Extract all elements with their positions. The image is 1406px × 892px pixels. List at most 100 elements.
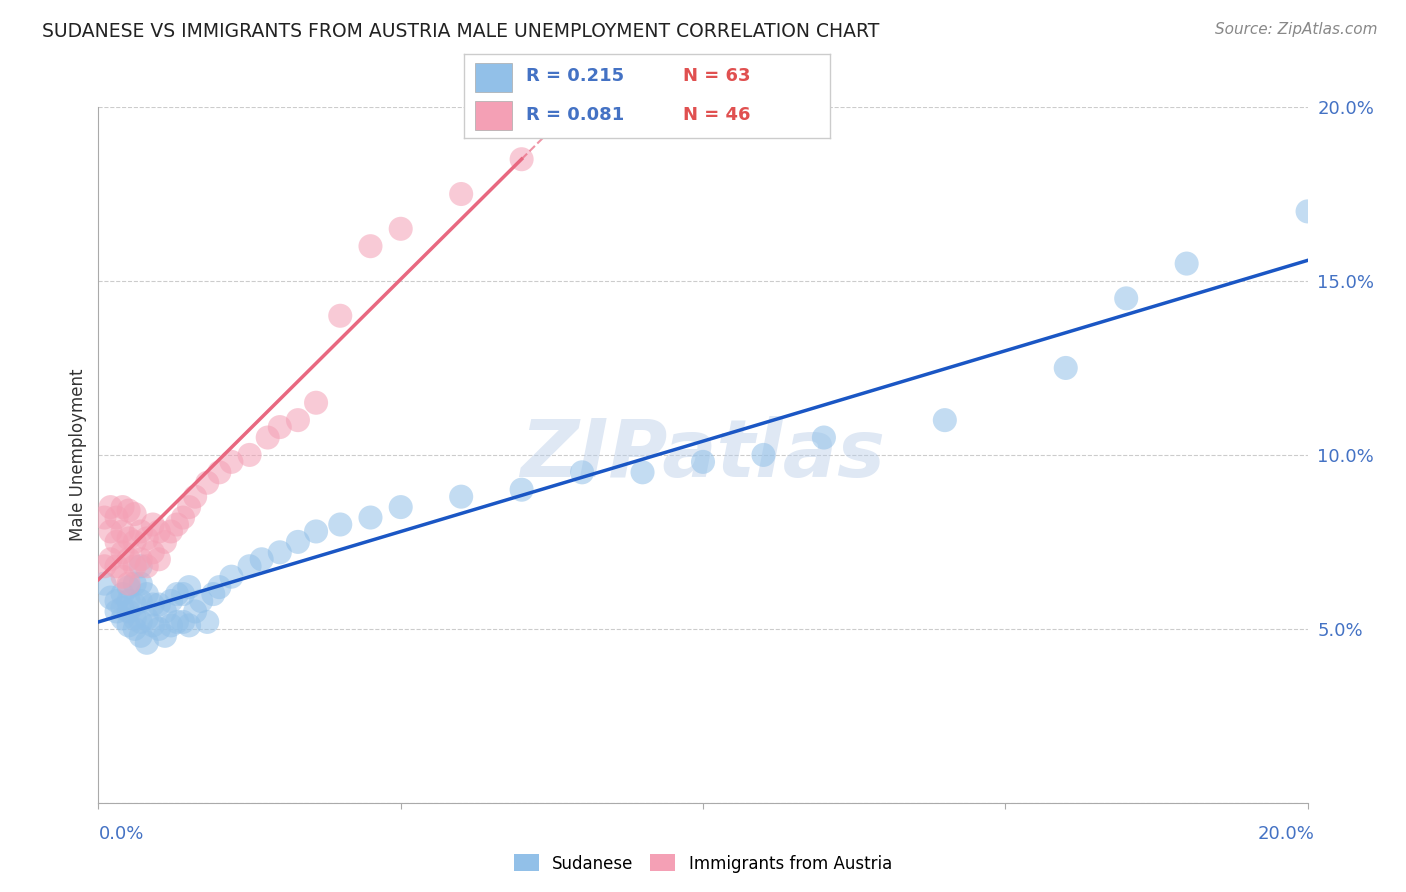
Point <box>239 448 262 462</box>
Point <box>148 524 170 539</box>
Text: R = 0.081: R = 0.081 <box>526 105 624 123</box>
Point <box>360 510 382 524</box>
Point <box>160 618 183 632</box>
Point <box>124 534 146 549</box>
Point <box>105 510 128 524</box>
Point <box>118 503 141 517</box>
Point <box>172 587 194 601</box>
Point <box>105 605 128 619</box>
Point <box>1054 360 1077 375</box>
Point <box>100 552 122 566</box>
Point <box>129 576 152 591</box>
Point <box>129 524 152 539</box>
Point <box>93 576 115 591</box>
Point <box>142 545 165 559</box>
Text: 0.0%: 0.0% <box>98 825 143 843</box>
Point <box>287 534 309 549</box>
Point <box>631 466 654 480</box>
Point <box>269 545 291 559</box>
Point <box>450 187 472 202</box>
Point <box>129 594 152 608</box>
Point <box>208 466 231 480</box>
Point <box>111 545 134 559</box>
Point <box>190 594 212 608</box>
Point <box>148 552 170 566</box>
Point <box>129 615 152 629</box>
Point <box>1115 291 1137 305</box>
Point <box>934 413 956 427</box>
Point <box>221 570 243 584</box>
Point <box>287 413 309 427</box>
Point <box>166 615 188 629</box>
Point <box>752 448 775 462</box>
Point <box>510 483 533 497</box>
Point <box>111 611 134 625</box>
Point <box>142 517 165 532</box>
Point <box>184 490 207 504</box>
Point <box>129 559 152 574</box>
Point <box>329 517 352 532</box>
FancyBboxPatch shape <box>475 62 512 92</box>
Point <box>166 587 188 601</box>
Point <box>256 431 278 445</box>
Point <box>153 605 176 619</box>
Point <box>100 500 122 514</box>
Point <box>111 587 134 601</box>
Point <box>148 598 170 612</box>
Point <box>118 552 141 566</box>
Point <box>129 552 152 566</box>
Point <box>118 576 141 591</box>
Legend: Sudanese, Immigrants from Austria: Sudanese, Immigrants from Austria <box>508 847 898 880</box>
Point <box>1175 256 1198 270</box>
Point <box>153 629 176 643</box>
Point <box>118 594 141 608</box>
Point <box>692 455 714 469</box>
Point <box>184 605 207 619</box>
Text: Source: ZipAtlas.com: Source: ZipAtlas.com <box>1215 22 1378 37</box>
Point <box>269 420 291 434</box>
Point <box>100 591 122 605</box>
Point <box>813 431 835 445</box>
Point <box>105 534 128 549</box>
Text: ZIPatlas: ZIPatlas <box>520 416 886 494</box>
Point <box>105 594 128 608</box>
Point <box>118 605 141 619</box>
Point <box>111 524 134 539</box>
Point <box>142 618 165 632</box>
Point <box>172 615 194 629</box>
Point <box>160 594 183 608</box>
Text: N = 46: N = 46 <box>683 105 751 123</box>
Point <box>221 455 243 469</box>
Text: N = 63: N = 63 <box>683 68 751 86</box>
Point <box>450 490 472 504</box>
Point <box>329 309 352 323</box>
Point <box>239 559 262 574</box>
Point <box>111 500 134 514</box>
Point <box>129 629 152 643</box>
Point <box>93 510 115 524</box>
Point <box>124 622 146 636</box>
Point <box>135 587 157 601</box>
Point <box>93 559 115 574</box>
Point <box>389 500 412 514</box>
Point <box>124 611 146 625</box>
Point <box>111 570 134 584</box>
Point <box>177 500 201 514</box>
Point <box>389 221 412 235</box>
Text: R = 0.215: R = 0.215 <box>526 68 624 86</box>
Point <box>510 152 533 166</box>
Point <box>208 580 231 594</box>
Point <box>166 517 188 532</box>
Point <box>135 636 157 650</box>
Point <box>111 601 134 615</box>
Text: SUDANESE VS IMMIGRANTS FROM AUSTRIA MALE UNEMPLOYMENT CORRELATION CHART: SUDANESE VS IMMIGRANTS FROM AUSTRIA MALE… <box>42 22 880 41</box>
Point <box>118 532 141 546</box>
Point <box>142 598 165 612</box>
Point <box>124 507 146 521</box>
Point <box>177 618 201 632</box>
Point <box>172 510 194 524</box>
Point <box>124 559 146 574</box>
Point <box>118 580 141 594</box>
Point <box>160 524 183 539</box>
Point <box>135 611 157 625</box>
